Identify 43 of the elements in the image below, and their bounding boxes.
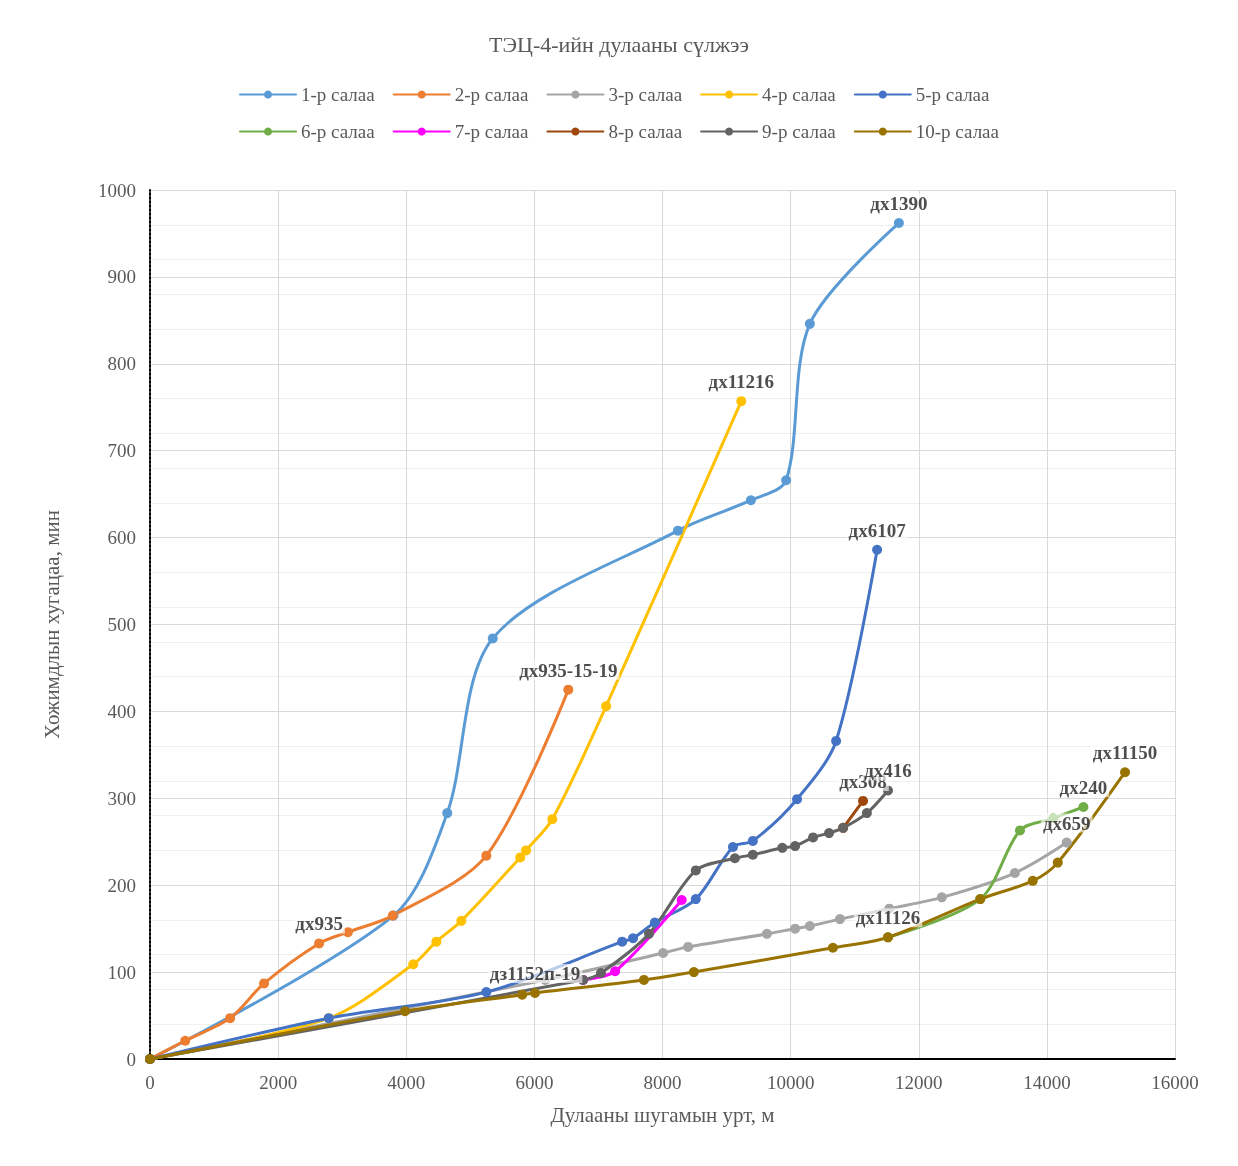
annotation: дх935-15-19 (519, 659, 618, 681)
legend-label: 8-р салаа (608, 121, 683, 142)
x-tick-label: 2000 (259, 1072, 298, 1093)
y-tick-label: 700 (107, 440, 136, 462)
legend-label: 5-р салаа (915, 84, 991, 105)
y-tick-label: 900 (107, 266, 136, 288)
annotation: дх11126 (855, 907, 921, 929)
x-tick-label: 4000 (387, 1072, 426, 1093)
annotation: дз1152п-19 (489, 962, 581, 984)
y-tick-label: 500 (107, 614, 136, 635)
annotation: дх935 (295, 913, 343, 935)
chart-title: ТЭЦ-4-ийн дулааны сүлжээ (489, 31, 749, 57)
legend-label: 7-р салаа (454, 121, 529, 142)
x-tick-label: 10000 (766, 1072, 815, 1093)
legend-label: 1-р салаа (301, 84, 376, 105)
y-tick-label: 100 (107, 961, 136, 983)
annotation: дх659 (1042, 812, 1091, 834)
annotation: дх11150 (1092, 742, 1158, 764)
x-tick-label: 12000 (895, 1072, 943, 1093)
legend-label: 10-р салаа (915, 121, 1000, 142)
x-tick-label: 0 (145, 1072, 155, 1093)
legend-label: 4-р салаа (762, 84, 837, 105)
legend-label: 9-р салаа (762, 121, 837, 142)
annotation: дх6107 (848, 519, 907, 541)
x-tick-label: 14000 (1023, 1072, 1071, 1093)
y-tick-label: 200 (107, 874, 136, 896)
y-tick-label: 400 (107, 700, 136, 722)
legend-label: 3-р салаа (608, 84, 683, 105)
x-tick-label: 16000 (1151, 1072, 1199, 1093)
annotation: дх11216 (708, 371, 775, 393)
y-tick-label: 300 (107, 787, 136, 809)
x-tick-label: 6000 (515, 1072, 554, 1093)
y-tick-label: 0 (126, 1048, 136, 1070)
legend-label: 2-р салаа (454, 84, 529, 105)
annotation: дх240 (1059, 776, 1108, 798)
legend-label: 6-р салаа (301, 121, 376, 142)
y-axis-title: Хожимдлын хугацаа, мин (39, 510, 64, 739)
x-tick-label: 8000 (643, 1072, 682, 1093)
y-tick-label: 600 (107, 527, 136, 549)
annotation: дх1390 (870, 193, 928, 215)
y-tick-label: 800 (107, 353, 136, 375)
y-tick-label: 1000 (98, 179, 136, 201)
x-axis-title: Дулааны шугамын урт, м (550, 1102, 775, 1127)
